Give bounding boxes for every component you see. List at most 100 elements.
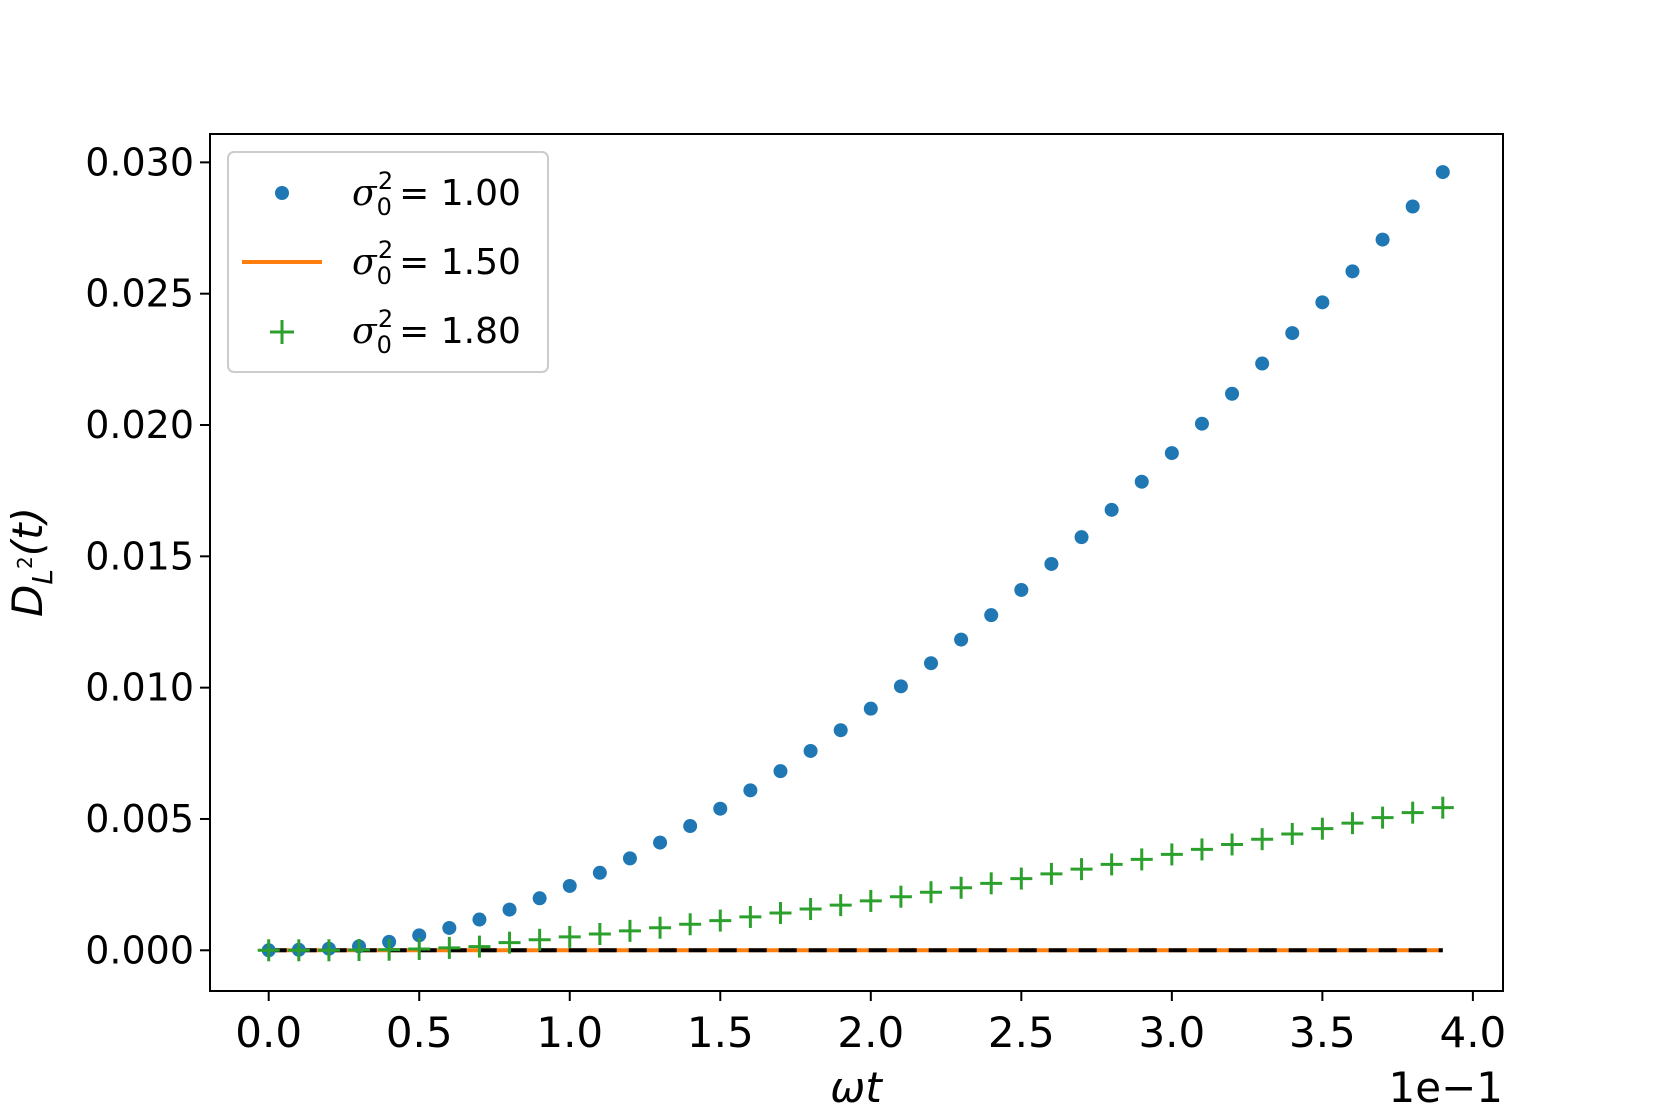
data-point-dot: [532, 891, 547, 906]
data-point-dot: [592, 865, 607, 880]
y-tick-label: 0.015: [85, 534, 194, 578]
data-point-plus: [468, 935, 491, 958]
data-point-plus: [1371, 806, 1394, 829]
data-point-dot: [863, 701, 878, 716]
series-layer: [257, 165, 1454, 962]
data-point-plus: [950, 876, 973, 899]
x-tick-label: 2.5: [988, 1008, 1055, 1057]
data-point-dot: [1345, 264, 1360, 279]
data-point-plus: [1251, 828, 1274, 851]
data-point-plus: [588, 923, 611, 946]
data-point-dot: [1044, 556, 1059, 571]
data-point-plus: [1281, 822, 1304, 845]
data-point-dot: [1285, 326, 1300, 341]
y-tick-label: 0.030: [85, 140, 194, 184]
data-point-plus: [558, 925, 581, 948]
y-tick-label: 0.005: [85, 797, 194, 841]
data-point-plus: [1160, 843, 1183, 866]
data-point-dot: [1315, 295, 1330, 310]
y-axis-label-sup: 2: [13, 556, 37, 569]
data-point-plus: [1221, 833, 1244, 856]
data-point-dot: [1255, 356, 1270, 371]
x-tick-label: 3.5: [1289, 1008, 1356, 1057]
y-tick-label: 0.025: [85, 272, 194, 316]
x-tick-label: 0.0: [235, 1008, 302, 1057]
data-point-dot: [1014, 582, 1029, 597]
legend-entry-3: σ02 = 1.80: [352, 305, 521, 359]
x-tick-label: 0.5: [386, 1008, 453, 1057]
x-tick-label: 4.0: [1439, 1008, 1506, 1057]
data-point-plus: [1010, 867, 1033, 890]
y-axis-label-sub: L: [26, 569, 59, 585]
data-point-dot: [713, 801, 728, 816]
data-point-plus: [649, 916, 672, 939]
svg-text:DL2(t): DL2(t): [3, 507, 59, 617]
plot-frame: [209, 133, 1504, 992]
data-point-plus: [378, 938, 401, 961]
data-point-dot: [1435, 165, 1450, 180]
x-axis-ticks: 0.0 0.5 1.0 1.5 2.0 2.5 3.0 3.5 4.0: [235, 991, 1506, 1057]
data-point-dot: [1164, 446, 1179, 461]
data-point-plus: [257, 939, 280, 962]
data-point-plus: [287, 939, 310, 962]
y-tick-label: 0.000: [85, 928, 194, 972]
data-point-dot: [1194, 416, 1209, 431]
data-point-plus: [1341, 812, 1364, 835]
data-point-plus: [980, 872, 1003, 895]
data-point-plus: [317, 939, 340, 962]
data-point-dot: [803, 743, 818, 758]
y-axis-label-main: D: [3, 585, 52, 617]
data-point-plus: [528, 928, 551, 951]
data-point-dot: [1074, 530, 1089, 545]
data-point-dot: [1225, 386, 1240, 401]
data-point-dot: [954, 632, 969, 647]
y-axis-label: DL2(t): [3, 507, 59, 617]
data-point-dot: [1104, 502, 1119, 517]
data-point-dot: [683, 819, 698, 834]
legend-box: [227, 151, 549, 373]
data-point-dot: [622, 851, 637, 866]
data-point-dot: [562, 878, 577, 893]
data-point-plus: [709, 909, 732, 932]
data-point-dot: [984, 608, 999, 623]
data-point-dot: [893, 679, 908, 694]
x-tick-label: 1.0: [536, 1008, 603, 1057]
data-point-plus: [438, 936, 461, 959]
data-point-dot: [924, 656, 939, 671]
data-point-plus: [618, 919, 641, 942]
data-point-dot: [653, 835, 668, 850]
x-tick-label: 1.5: [687, 1008, 754, 1057]
x-axis-label: ωt: [830, 1063, 883, 1107]
y-tick-label: 0.010: [85, 666, 194, 710]
x-tick-label: 3.0: [1138, 1008, 1205, 1057]
data-point-plus: [920, 881, 943, 904]
data-point-dot: [1134, 474, 1149, 489]
data-point-plus: [408, 937, 431, 960]
data-point-dot: [442, 920, 457, 935]
data-point-dot: [472, 912, 487, 927]
data-point-plus: [679, 913, 702, 936]
data-point-plus: [769, 901, 792, 924]
y-axis-ticks: 0.000 0.005 0.010 0.015 0.020 0.025 0.030: [85, 140, 210, 972]
legend-marker-plus: [270, 320, 294, 344]
data-point-plus: [859, 889, 882, 912]
data-point-plus: [799, 898, 822, 921]
data-point-plus: [1130, 848, 1153, 871]
legend-entry-1: σ02 = 1.00: [352, 167, 521, 221]
legend-marker-dots: [275, 186, 289, 200]
data-point-plus: [1431, 796, 1454, 819]
data-point-plus: [1401, 801, 1424, 824]
x-tick-label: 2.0: [837, 1008, 904, 1057]
data-point-dot: [502, 902, 517, 917]
y-tick-label: 0.020: [85, 403, 194, 447]
data-point-dot: [773, 764, 788, 779]
data-point-plus: [348, 939, 371, 962]
data-point-dot: [743, 783, 758, 798]
data-point-plus: [1070, 858, 1093, 881]
legend-entry-2: σ02 = 1.50: [352, 236, 521, 290]
data-point-dot: [1375, 232, 1390, 247]
legend: σ02 = 1.00 σ02 = 1.50 σ02 = 1.80: [227, 151, 549, 373]
data-point-dot: [412, 928, 427, 943]
x-offset-label: 1e−1: [1389, 1063, 1503, 1107]
data-point-plus: [1190, 838, 1213, 861]
